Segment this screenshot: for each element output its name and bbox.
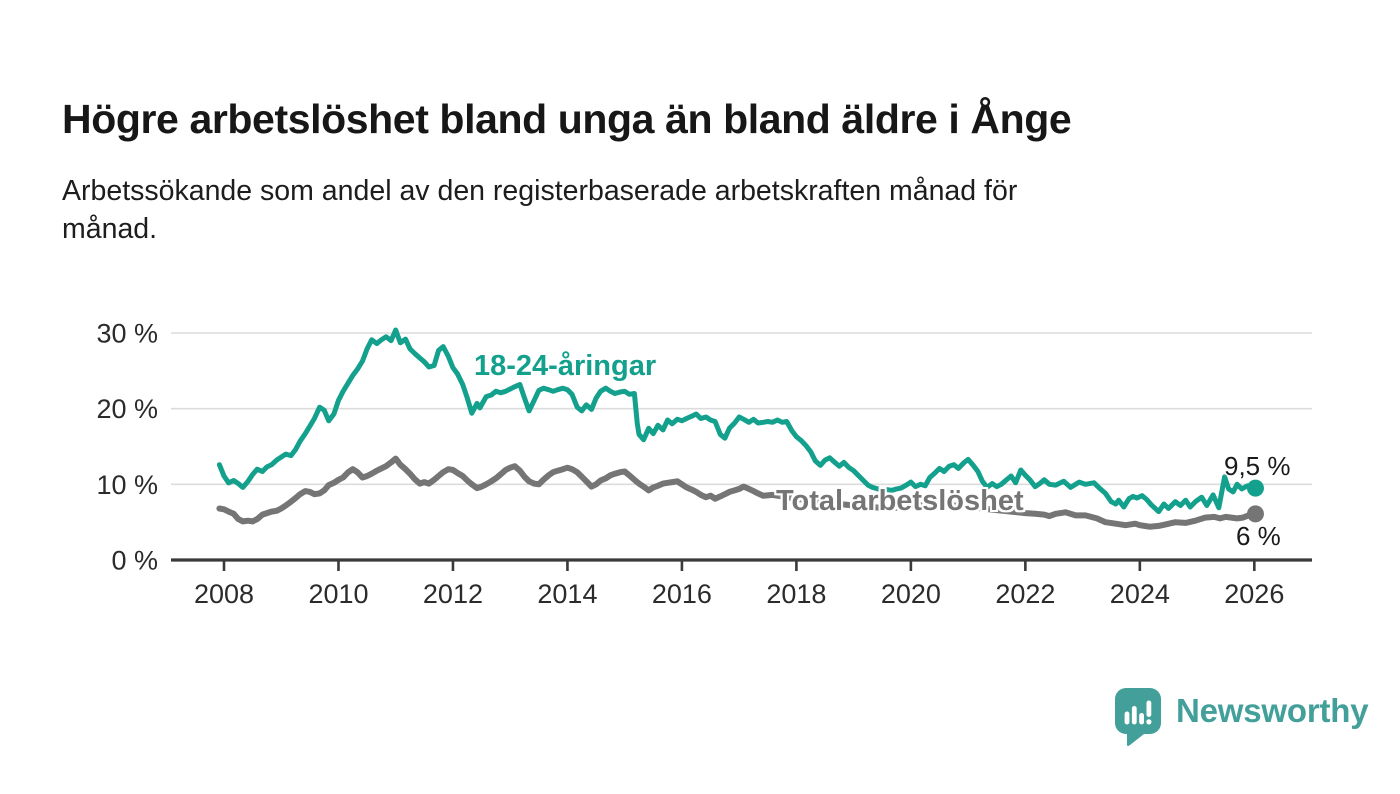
x-tick-label: 2010 [308,579,368,609]
x-tick-label: 2022 [995,579,1055,609]
end-value-label-youth: 9,5 % [1224,451,1291,481]
end-value-label-total: 6 % [1236,521,1281,551]
chart-subtitle-line1: Arbetssökande som andel av den registerb… [62,175,1018,207]
x-tick-label: 2018 [766,579,826,609]
chart-subtitle: Arbetssökande som andel av den registerb… [62,172,1282,248]
x-tick-label: 2024 [1110,579,1170,609]
x-tick-label: 2014 [537,579,597,609]
series-line-total [216,455,1259,530]
chart-subtitle-line2: månad. [62,213,158,246]
series-line-youth [216,327,1258,515]
newsworthy-logo-text: Newsworthy [1176,692,1369,729]
series-label-total: Total arbetslöshet [776,485,1024,517]
x-tick-label: 2008 [194,579,254,609]
x-tick-label: 2020 [881,579,941,609]
newsworthy-logo-icon [1115,688,1161,746]
x-tick-label: 2026 [1224,579,1284,609]
series-label-youth: 18-24-åringar [474,350,657,382]
newsworthy-logo[interactable]: Newsworthy [1113,686,1369,748]
series-end-dot-total [1246,505,1264,523]
series-end-dot-youth [1246,479,1264,497]
y-tick-label: 0 % [111,546,158,576]
page-title: Högre arbetslöshet bland unga än bland ä… [62,96,1072,143]
y-tick-label: 20 % [96,394,158,424]
x-tick-label: 2016 [652,579,712,609]
y-tick-label: 10 % [96,470,158,500]
y-tick-label: 30 % [96,318,158,348]
x-tick-label: 2012 [423,579,483,609]
